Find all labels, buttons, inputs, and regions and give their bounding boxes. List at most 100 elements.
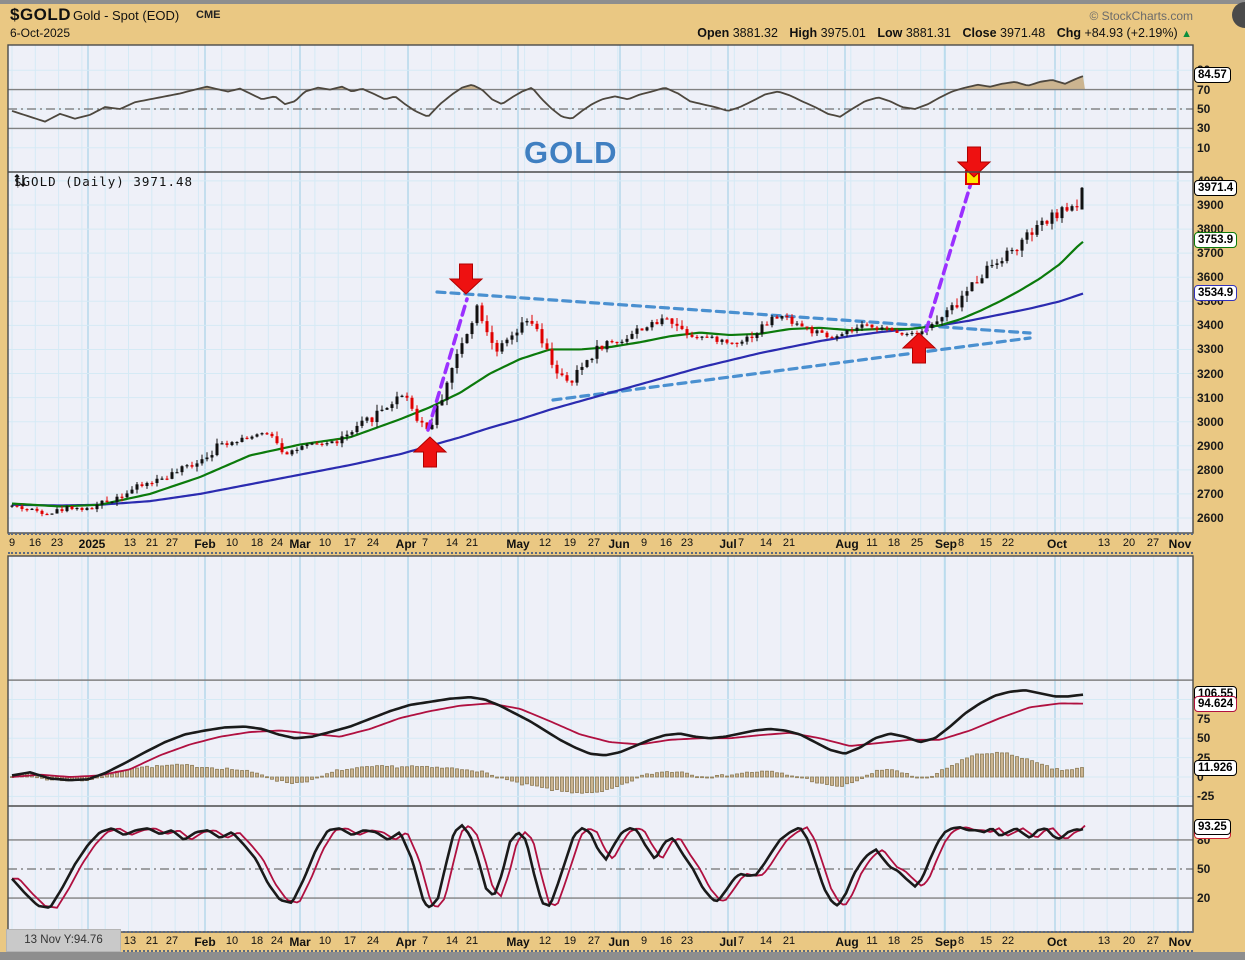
osc-histogram-bar [510,776,514,782]
y-tick-label: 75 [1197,711,1211,726]
candle-body [900,332,904,335]
candle-body [65,506,69,512]
osc-histogram-bar [250,771,254,778]
osc-histogram-bar [450,767,454,778]
candle-body [550,349,554,365]
candle-body [950,305,954,311]
x-tick-label: Apr [395,537,417,551]
osc-histogram-bar [745,771,749,778]
candle-body [90,508,94,510]
osc-histogram-bar [615,776,619,788]
candle-body [710,336,714,338]
x-tick-label: 13 [123,935,137,947]
bottom-scrollbar[interactable] [0,952,1245,960]
candle-body [525,320,529,323]
candle-body [750,336,754,339]
candle-body [990,264,994,267]
osc-histogram-bar [600,776,604,792]
osc-histogram-bar [650,773,654,778]
osc-histogram-bar [135,767,139,778]
osc-histogram-bar [565,776,569,792]
candle-body [495,342,499,352]
annotation-red-arrow-up [901,332,937,364]
osc-histogram-bar [925,776,929,779]
osc-histogram-bar [680,771,684,778]
candle-body [975,282,979,284]
osc-histogram-bar [575,776,579,793]
osc-histogram-bar [320,775,324,778]
osc-histogram-bar [885,769,889,778]
candle-body [745,336,749,342]
y-tick-label: 3900 [1197,197,1224,212]
x-tick-label: 19 [563,935,577,947]
candle-body [775,316,779,319]
osc-histogram-bar [805,776,809,779]
candle-body [400,395,404,397]
candle-body [730,342,734,344]
candle-body [690,334,694,337]
osc-histogram-bar [740,772,744,778]
candle-body [100,500,104,505]
candle-body [260,433,264,435]
candle-body [880,327,884,330]
candle-body [315,443,319,445]
candle-body [440,400,444,406]
candle-body [655,322,659,325]
candle-body [455,353,459,369]
close-value: 3971.48 [1000,26,1046,40]
osc-histogram-bar [525,776,529,785]
x-tick-label: Feb [194,537,216,551]
x-tick-label: 21 [145,537,159,549]
osc-histogram-bar [330,771,334,778]
candle-body [790,316,794,324]
candle-body [545,343,549,350]
candle-body [515,332,519,336]
candle-body [115,496,119,502]
y-tick-label: 3600 [1197,270,1224,285]
osc-histogram-bar [950,765,954,778]
osc-histogram-bar [945,767,949,778]
candle-body [295,449,299,452]
osc-histogram-bar [755,771,759,778]
candle-body [965,291,969,296]
moving-average-line [11,240,1084,508]
osc-histogram-bar [295,776,299,783]
osc-histogram-bar [640,774,644,778]
x-tick-label: 27 [1146,537,1160,549]
osc-histogram-bar [635,776,639,779]
candle-body [765,324,769,326]
candle-body [780,315,784,319]
candle-body [55,509,59,514]
x-tick-label: 22 [1001,537,1015,549]
osc-histogram-bar [630,776,634,782]
candle-body [170,472,174,479]
x-tick-label: 8 [957,935,965,947]
candle-body [210,455,214,458]
candle-body [230,442,234,445]
osc-histogram-bar [610,776,614,789]
osc-histogram-bar [935,773,939,778]
osc-histogram-bar [475,771,479,778]
osc-histogram-bar [265,776,269,779]
osc-histogram-bar [245,769,249,778]
candle-body [270,433,274,437]
osc-histogram-bar [865,774,869,778]
candle-body [595,345,599,359]
osc-histogram-bar [725,775,729,778]
osc-histogram-bar [425,765,429,778]
symbol-subtitle: Gold - Spot (EOD) [73,8,180,23]
candle-body [785,315,789,318]
x-tick-label: 7 [421,537,429,549]
x-tick-label: 23 [680,537,694,549]
osc-histogram-bar [240,770,244,778]
candle-body [1040,220,1044,226]
candle-body [105,500,109,502]
corner-widget-icon[interactable] [1232,2,1245,28]
candle-body [500,343,504,352]
x-tick-label: 2025 [78,537,106,551]
candle-body [610,341,614,343]
candle-body [920,331,924,335]
x-tick-label: 10 [225,537,239,549]
candle-body [415,408,419,421]
osc-histogram-bar [315,776,319,779]
